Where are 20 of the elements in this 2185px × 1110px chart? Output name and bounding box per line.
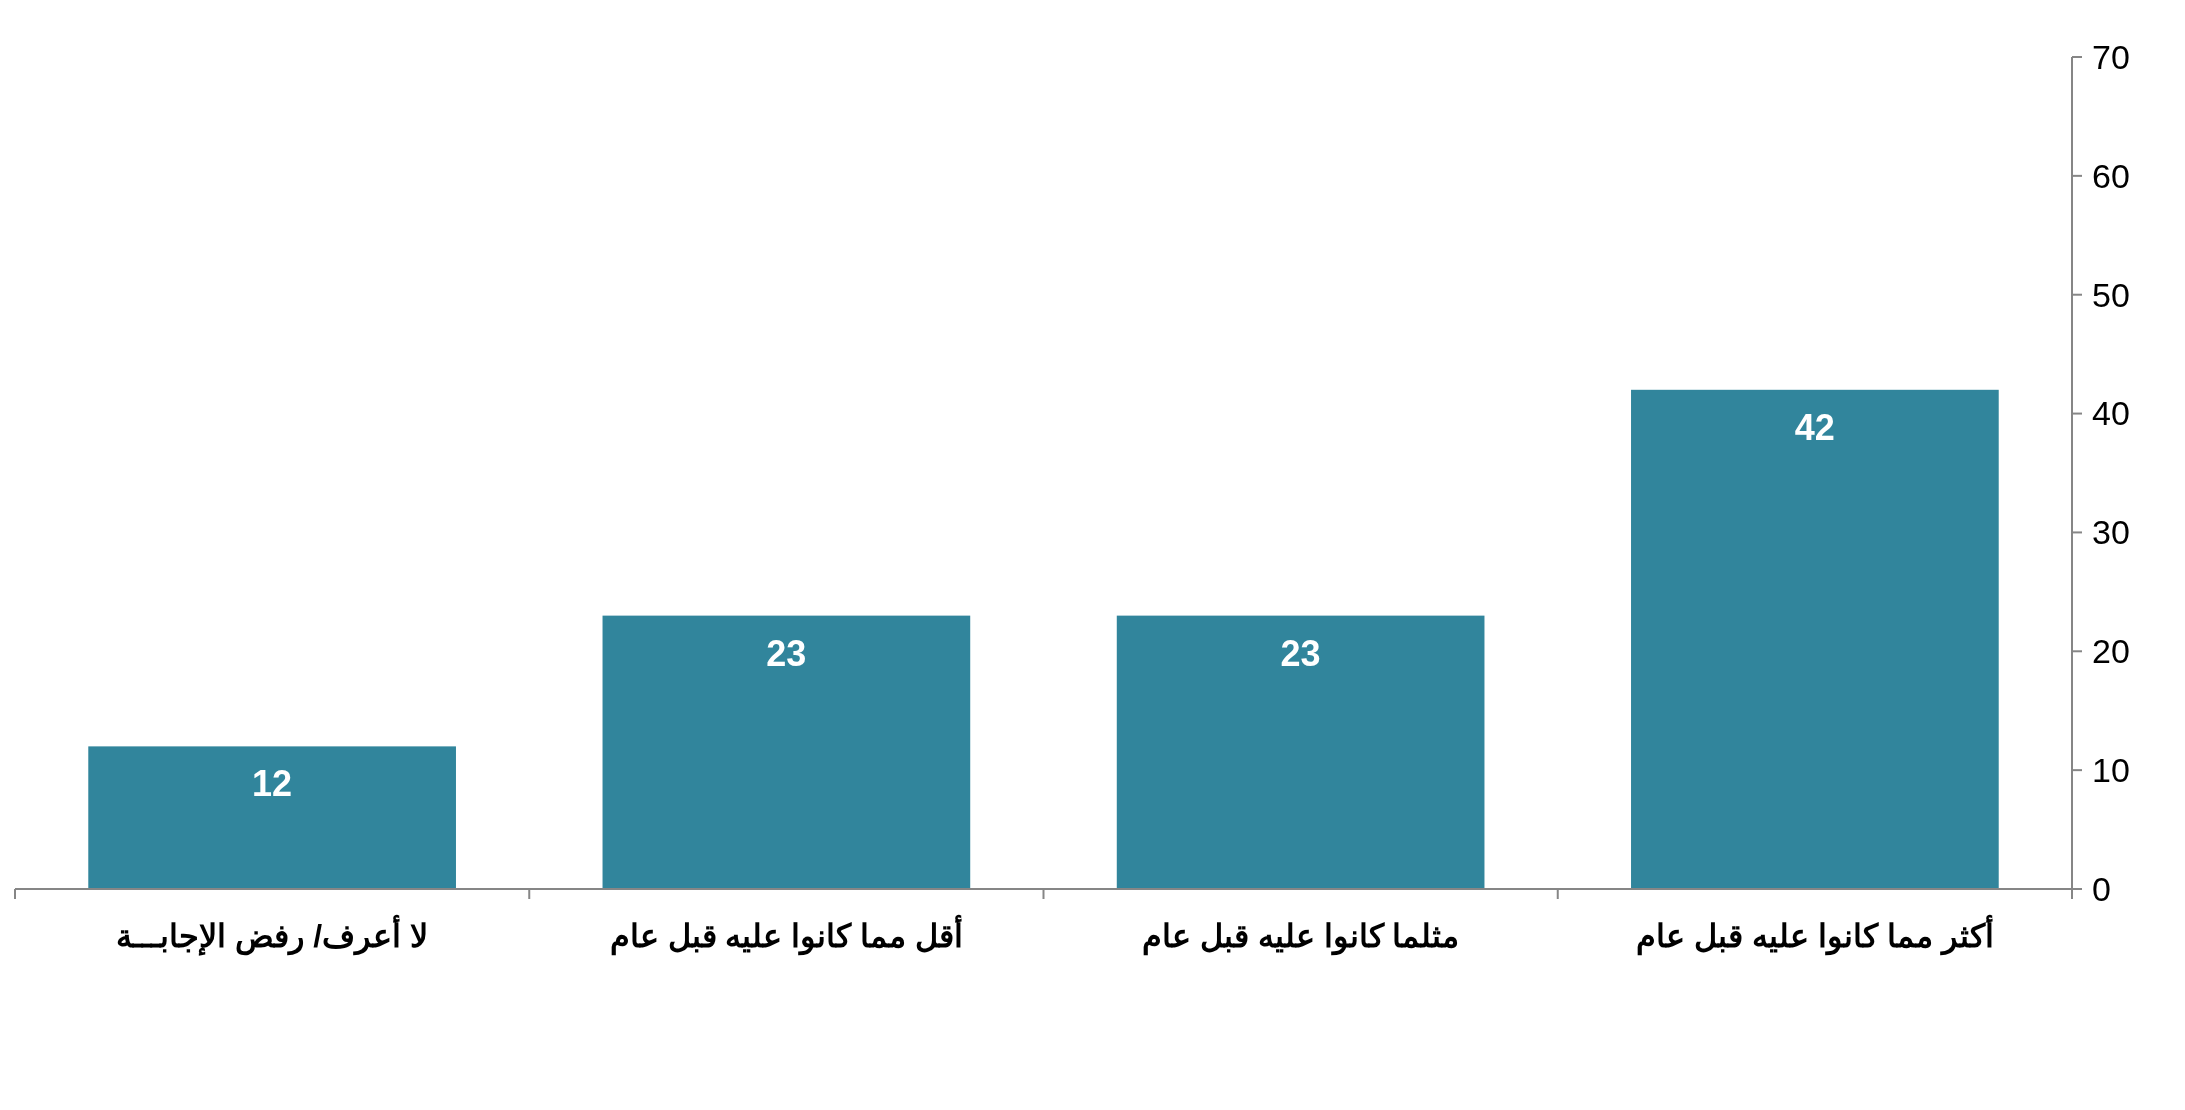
bar bbox=[1631, 389, 1999, 889]
data-label: 42 bbox=[1794, 406, 1835, 448]
y-tick-label: 60 bbox=[2092, 156, 2130, 195]
y-tick-label: 30 bbox=[2092, 513, 2130, 552]
data-label: 23 bbox=[1280, 632, 1321, 674]
bar bbox=[1116, 615, 1485, 889]
x-tick-label: لا أعرف/ رفض الإجابـــة bbox=[116, 914, 428, 956]
data-label: 12 bbox=[252, 763, 293, 805]
x-tick-label: مثلما كانوا عليه قبل عام bbox=[1141, 918, 1460, 956]
y-tick-label: 50 bbox=[2092, 275, 2130, 314]
bar bbox=[602, 615, 971, 889]
bar bbox=[88, 746, 456, 889]
data-label: 23 bbox=[766, 632, 807, 674]
y-tick-label: 70 bbox=[2092, 37, 2130, 76]
x-tick-label: أقل مما كانوا عليه قبل عام bbox=[609, 914, 964, 956]
x-tick-label: أكثر مما كانوا عليه قبل عام bbox=[1636, 914, 1994, 956]
y-tick-label: 0 bbox=[2092, 869, 2111, 908]
y-tick-label: 40 bbox=[2092, 394, 2130, 433]
y-tick-label: 20 bbox=[2092, 632, 2130, 671]
y-tick-label: 10 bbox=[2092, 751, 2130, 790]
